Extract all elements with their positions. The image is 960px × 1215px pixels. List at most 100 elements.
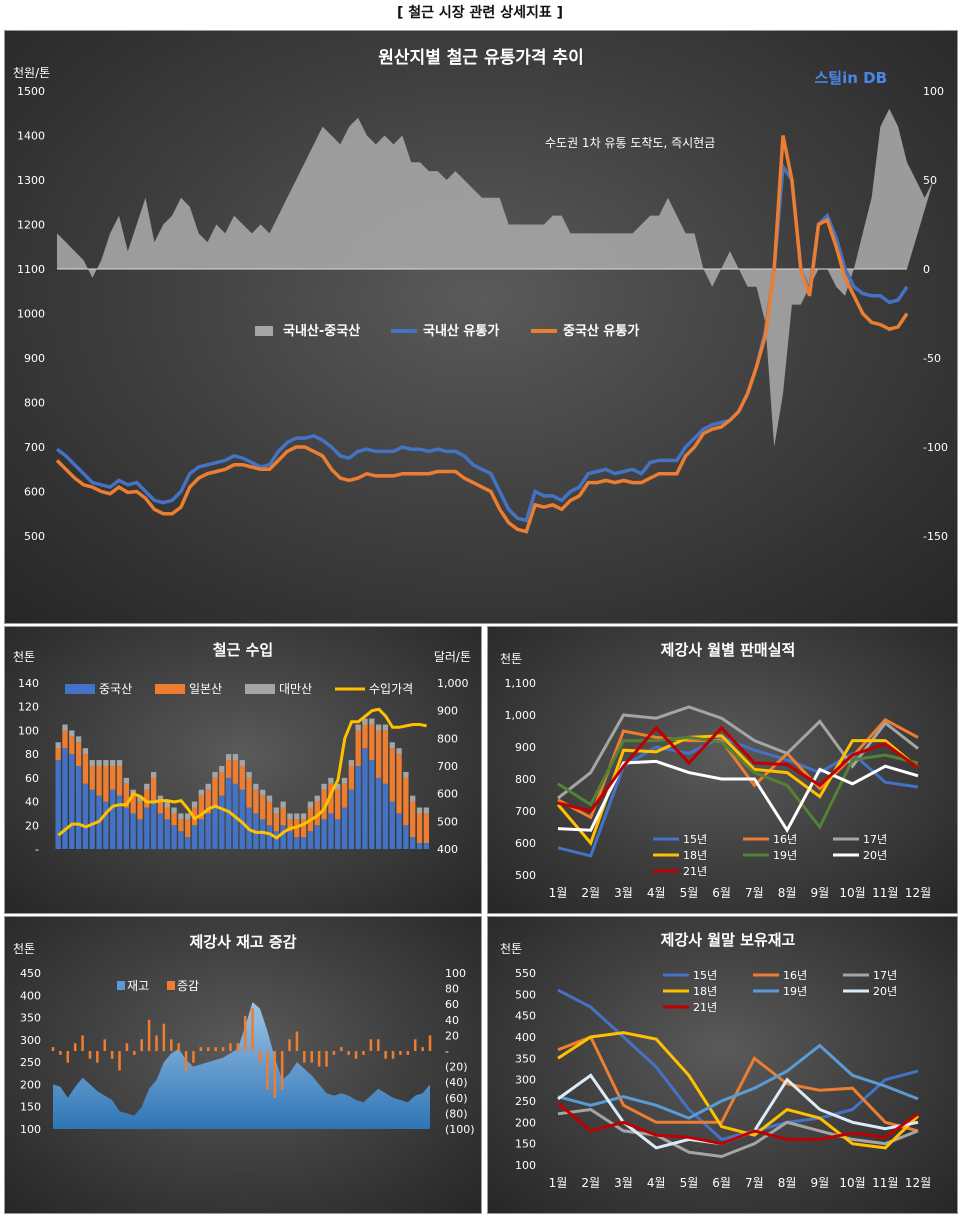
- y2-tick-label: 100: [923, 85, 944, 98]
- bar-taiwan: [375, 724, 382, 731]
- y2-tick-label: 600: [437, 788, 458, 801]
- bar-change: [295, 1031, 299, 1051]
- bar-japan: [389, 748, 395, 802]
- bar-change: [303, 1051, 306, 1063]
- bar-taiwan: [198, 789, 204, 796]
- legend-label: 15년: [683, 833, 707, 846]
- bar-taiwan: [335, 783, 341, 790]
- bar-china: [137, 819, 143, 849]
- y2-tick-label: -100: [923, 441, 948, 454]
- chart-title: 제강사 월별 판매실적: [661, 641, 796, 659]
- legend-label: 국내산 유통가: [423, 323, 499, 339]
- bar-taiwan: [382, 724, 389, 731]
- bar-japan: [369, 724, 375, 761]
- bar-china: [198, 819, 204, 849]
- bar-japan: [123, 783, 129, 808]
- bar-change: [243, 1015, 247, 1051]
- bar-change: [110, 1051, 114, 1059]
- y-tick-label: 140: [18, 677, 39, 690]
- bar-china: [260, 819, 266, 849]
- bar-china: [123, 807, 129, 849]
- rebar-import-chart: 철근 수입 천톤 달러/톤 140 120 100 80 60 40 20 - 1,000 900 800…: [4, 626, 482, 914]
- y2-tick-label: (60): [445, 1092, 468, 1105]
- y2-axis-unit: 달러/톤: [434, 650, 471, 664]
- bar-change: [192, 1051, 195, 1063]
- legend-label: 19년: [773, 849, 797, 862]
- bar-china: [82, 783, 89, 849]
- bar-china: [69, 754, 75, 849]
- legend-label: 17년: [863, 833, 887, 846]
- y-tick-label: 350: [515, 1052, 536, 1065]
- bar-japan: [171, 813, 177, 826]
- bar-japan: [144, 789, 150, 808]
- bar-taiwan: [69, 730, 75, 737]
- bar-china: [335, 819, 341, 849]
- y-tick-label: 150: [20, 1101, 41, 1114]
- bar-taiwan: [137, 795, 143, 802]
- legend-swatch: [245, 684, 275, 694]
- bar-change: [170, 1039, 173, 1051]
- y-tick-label: 40: [25, 796, 39, 809]
- x-tick-label: 8월: [778, 886, 797, 900]
- bar-change: [340, 1047, 343, 1051]
- bar-taiwan: [307, 801, 314, 808]
- bar-china: [225, 777, 232, 849]
- y2-tick-label: 800: [437, 732, 458, 745]
- bar-china: [362, 748, 368, 849]
- legend-label: 중국산: [99, 682, 132, 696]
- bar-taiwan: [416, 807, 423, 814]
- bar-taiwan: [355, 724, 361, 731]
- main-price-chart: 원산지별 철근 유통가격 추이 천원/톤 스틸in DB 수도권 1차 유통 도착도,…: [4, 30, 958, 624]
- bar-japan: [225, 760, 232, 778]
- bar-china: [328, 813, 334, 849]
- y-axis-unit: 천톤: [500, 651, 522, 666]
- bar-china: [89, 789, 95, 849]
- y-tick-label: 250: [20, 1056, 41, 1069]
- bar-taiwan: [273, 807, 279, 814]
- y2-tick-label: 20: [445, 1029, 459, 1042]
- bar-taiwan: [212, 771, 218, 778]
- x-tick-label: 12월: [905, 886, 931, 900]
- bar-china: [396, 813, 402, 849]
- y-tick-label: 80: [25, 748, 39, 761]
- bar-taiwan: [321, 783, 327, 790]
- y-tick-label: 500: [515, 869, 536, 882]
- bar-japan: [55, 748, 61, 761]
- series-line-17년: [557, 1107, 919, 1159]
- y-tick-label: 200: [515, 1116, 536, 1129]
- bar-japan: [212, 777, 218, 808]
- bar-japan: [96, 766, 102, 796]
- bar-change: [362, 1051, 365, 1055]
- bar-change: [354, 1051, 358, 1059]
- y2-tick-label: (40): [445, 1076, 468, 1089]
- bar-change: [391, 1051, 395, 1059]
- logo-text: 스틸in DB: [814, 69, 887, 87]
- bar-japan: [321, 789, 327, 820]
- bar-japan: [246, 777, 252, 808]
- x-tick-label: 5월: [680, 886, 699, 900]
- y-axis-unit: 천톤: [13, 649, 35, 664]
- bar-japan: [75, 742, 82, 766]
- bar-taiwan: [123, 777, 129, 784]
- bar-taiwan: [55, 742, 61, 749]
- y2-tick-label: 100: [445, 967, 466, 980]
- x-tick-label: 4월: [647, 1176, 666, 1190]
- bar-change: [184, 1051, 188, 1071]
- bar-japan: [157, 801, 164, 814]
- bar-change: [406, 1051, 410, 1055]
- y-tick-label: 100: [18, 724, 39, 737]
- legend-label: 재고: [127, 979, 149, 993]
- y-tick-label: 1500: [17, 85, 45, 98]
- bar-taiwan: [410, 795, 416, 802]
- legend-label: 17년: [873, 969, 897, 982]
- bar-china: [185, 837, 191, 849]
- bar-china: [389, 801, 395, 849]
- series-stock-area: [53, 1002, 430, 1129]
- bar-china: [239, 789, 245, 849]
- bar-japan: [273, 813, 279, 832]
- bar-china: [321, 819, 327, 849]
- bar-change: [384, 1051, 387, 1059]
- bar-china: [341, 807, 348, 849]
- bar-taiwan: [185, 813, 191, 820]
- bar-japan: [137, 801, 143, 820]
